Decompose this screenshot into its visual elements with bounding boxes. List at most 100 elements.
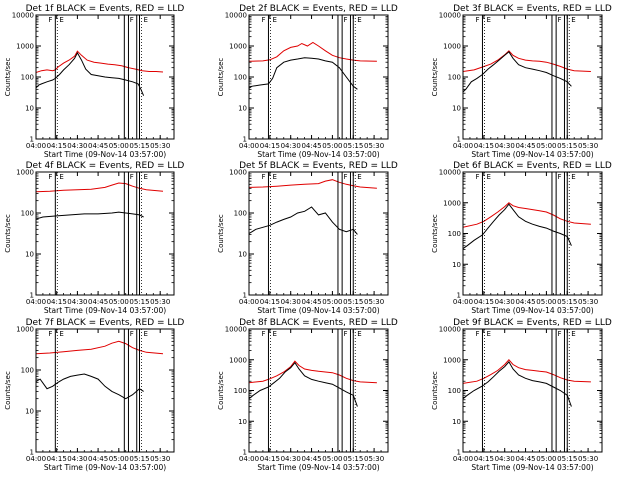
x-tick-label: 05:15 <box>557 298 577 306</box>
x-tick-label: 05:30 <box>578 142 598 150</box>
x-tick-label: 05:00 <box>109 298 129 306</box>
y-tick-label: 10 <box>452 261 461 269</box>
interval-marker: F <box>343 173 347 181</box>
y-axis-title: Counts/sec <box>431 371 439 410</box>
panel-title: Det 9f BLACK = Events, RED = LLD <box>453 318 612 328</box>
lld-series-line <box>463 359 591 384</box>
events-series-line <box>249 361 358 407</box>
lld-series-line <box>249 179 377 189</box>
y-tick-label: 1 <box>243 136 247 144</box>
y-axis-title: Counts/sec <box>431 58 439 97</box>
detector-panel: Det 5f BLACK = Events, RED = LLD Counts/s… <box>217 161 398 315</box>
interval-marker: F <box>130 330 134 338</box>
y-tick-label: 1000 <box>229 43 247 51</box>
interval-marker: E <box>59 173 63 181</box>
interval-marker: F <box>261 16 265 24</box>
interval-marker: F <box>343 330 347 338</box>
x-tick-label: 04:00 <box>26 298 46 306</box>
x-tick-label: 04:30 <box>67 142 87 150</box>
interval-marker: E <box>272 16 276 24</box>
interval-marker: F <box>130 16 134 24</box>
interval-marker: F <box>475 173 479 181</box>
x-tick-label: 04:45 <box>301 298 321 306</box>
x-tick-label: 04:15 <box>47 455 67 463</box>
x-tick-label: 04:45 <box>515 142 535 150</box>
y-axis-title: Counts/sec <box>4 371 12 410</box>
x-axis-title: Start Time (09-Nov-14 03:57:00) <box>44 306 166 315</box>
interval-marker: F <box>261 330 265 338</box>
plot-frame <box>35 14 175 140</box>
interval-marker: E <box>144 173 148 181</box>
detector-panel: Det 1f BLACK = Events, RED = LLD Counts/s… <box>4 4 184 159</box>
x-axis-title: Start Time (09-Nov-14 03:57:00) <box>471 150 593 159</box>
x-axis-title: Start Time (09-Nov-14 03:57:00) <box>44 150 166 159</box>
x-tick-label: 05:30 <box>150 142 170 150</box>
y-tick-label: 1000 <box>229 356 247 364</box>
x-tick-label: 05:15 <box>557 455 577 463</box>
y-tick-label: 1000 <box>443 43 461 51</box>
interval-marker: E <box>59 330 63 338</box>
x-tick-label: 05:30 <box>364 142 384 150</box>
panel-title: Det 6f BLACK = Events, RED = LLD <box>453 161 612 171</box>
interval-marker: E <box>571 16 575 24</box>
x-tick-label: 05:00 <box>536 142 556 150</box>
y-tick-label: 10000 <box>225 12 247 20</box>
x-tick-label: 04:15 <box>47 298 67 306</box>
x-tick-label: 04:00 <box>239 455 259 463</box>
y-tick-label: 100 <box>448 230 461 238</box>
plot-frame <box>248 14 389 140</box>
panel-title: Det 8f BLACK = Events, RED = LLD <box>239 318 398 328</box>
y-tick-label: 100 <box>234 387 247 395</box>
plot-frame <box>248 171 389 296</box>
x-tick-label: 05:00 <box>109 455 129 463</box>
plot-frame <box>462 171 603 296</box>
y-tick-label: 100 <box>21 210 34 218</box>
x-tick-label: 05:00 <box>536 298 556 306</box>
x-tick-label: 04:45 <box>515 455 535 463</box>
interval-marker: E <box>59 16 63 24</box>
x-tick-label: 04:00 <box>453 298 473 306</box>
x-tick-label: 04:15 <box>260 298 280 306</box>
lld-series-line <box>36 340 164 355</box>
x-tick-label: 04:30 <box>495 142 515 150</box>
y-tick-label: 10000 <box>439 326 461 334</box>
interval-marker: F <box>130 173 134 181</box>
interval-marker: F <box>557 173 561 181</box>
x-tick-label: 04:30 <box>67 298 87 306</box>
y-tick-label: 10 <box>238 418 247 426</box>
y-tick-label: 100 <box>448 74 461 82</box>
x-axis-title: Start Time (09-Nov-14 03:57:00) <box>257 306 379 315</box>
plot-frame <box>35 328 175 453</box>
x-tick-label: 05:30 <box>578 298 598 306</box>
lld-series-line <box>36 50 164 74</box>
x-tick-label: 05:00 <box>536 455 556 463</box>
x-tick-label: 04:30 <box>281 298 301 306</box>
y-axis-title: Counts/sec <box>4 58 12 97</box>
y-tick-label: 1000 <box>16 326 34 334</box>
lld-series-line <box>463 50 591 73</box>
interval-marker: E <box>357 330 361 338</box>
y-tick-label: 10 <box>25 251 34 259</box>
y-axis-title: Counts/sec <box>4 214 12 253</box>
y-tick-label: 1 <box>457 292 461 300</box>
y-tick-label: 1 <box>30 136 34 144</box>
y-tick-label: 1 <box>30 292 34 300</box>
y-tick-label: 1000 <box>16 43 34 51</box>
x-tick-label: 04:00 <box>453 142 473 150</box>
x-tick-label: 05:15 <box>343 142 363 150</box>
lld-series-line <box>249 41 377 62</box>
x-axis-title: Start Time (09-Nov-14 03:57:00) <box>44 463 166 472</box>
interval-marker: E <box>486 16 490 24</box>
x-tick-label: 04:00 <box>239 142 259 150</box>
y-tick-label: 10 <box>25 408 34 416</box>
y-tick-label: 1000 <box>16 169 34 177</box>
interval-marker: E <box>571 173 575 181</box>
x-tick-label: 05:30 <box>364 298 384 306</box>
y-tick-label: 1 <box>457 449 461 457</box>
x-tick-label: 04:00 <box>453 455 473 463</box>
detector-panel: Det 7f BLACK = Events, RED = LLD Counts/s… <box>4 318 184 472</box>
x-tick-label: 04:00 <box>26 142 46 150</box>
x-tick-label: 05:30 <box>150 455 170 463</box>
y-tick-label: 10 <box>452 418 461 426</box>
plot-frame <box>35 171 175 296</box>
